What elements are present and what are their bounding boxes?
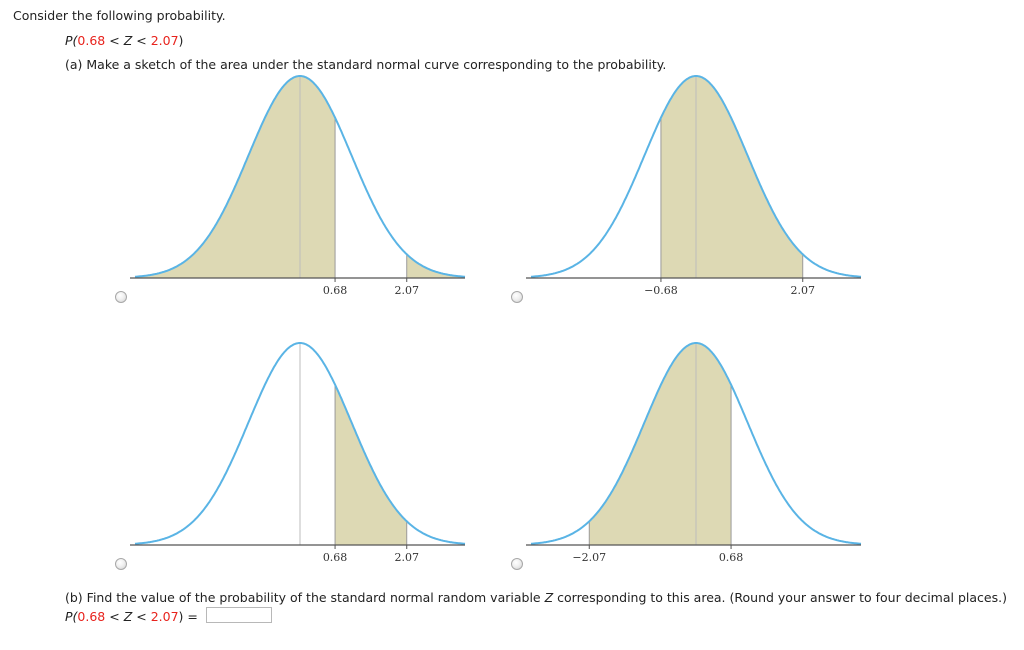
shaded-area (135, 76, 336, 278)
part-b-prefix: (b) Find the value of the probability of… (65, 590, 545, 605)
part-a-prompt: (a) Make a sketch of the area under the … (65, 57, 667, 72)
option-4-graph: −2.07 0.68 (526, 342, 862, 564)
option-1-graph: 0.68 2.07 (130, 75, 466, 297)
shaded-area (589, 343, 732, 545)
normal-curve (530, 342, 862, 545)
prob-upper: 2.07 (150, 33, 179, 48)
option-2-graph: −0.68 2.07 (526, 75, 862, 297)
answer-upper: 2.07 (150, 609, 179, 624)
answer-row: P(0.68 < Z < 2.07) = (65, 609, 198, 624)
answer-lt1: < (105, 609, 124, 624)
tick-label: −2.07 (572, 551, 606, 564)
probability-expression: P(0.68 < Z < 2.07) (65, 33, 183, 48)
shaded-area (660, 76, 803, 278)
prob-mid1: < (105, 33, 124, 48)
option-4-radio[interactable] (511, 558, 523, 570)
prob-var: Z (123, 33, 133, 48)
answer-var: Z (123, 609, 133, 624)
shaded-area (335, 384, 407, 545)
prob-suffix: ) (178, 33, 184, 48)
tick-label: 2.07 (394, 551, 419, 564)
tick-label: −0.68 (644, 284, 678, 297)
shaded-area (406, 254, 465, 278)
tick-label: 2.07 (394, 284, 419, 297)
option-3-graph: 0.68 2.07 (130, 342, 466, 564)
prob-mid2: < (132, 33, 151, 48)
answer-input[interactable] (206, 607, 272, 623)
part-b-var: Z (544, 590, 554, 605)
option-1-radio[interactable] (115, 291, 127, 303)
tick-label: 0.68 (323, 284, 348, 297)
answer-suffix: ) = (178, 609, 198, 624)
option-2-radio[interactable] (511, 291, 523, 303)
option-3-radio[interactable] (115, 558, 127, 570)
question-intro: Consider the following probability. (13, 8, 226, 23)
answer-prefix: P( (65, 609, 78, 624)
prob-lower: 0.68 (77, 33, 106, 48)
answer-lt2: < (132, 609, 151, 624)
tick-label: 2.07 (790, 284, 815, 297)
normal-curve (134, 342, 466, 545)
part-b-prompt: (b) Find the value of the probability of… (65, 590, 1007, 605)
normal-curve (530, 75, 862, 278)
prob-prefix: P( (65, 33, 78, 48)
tick-label: 0.68 (719, 551, 744, 564)
answer-lower: 0.68 (77, 609, 106, 624)
normal-curve (134, 75, 466, 278)
part-b-suffix: corresponding to this area. (Round your … (553, 590, 1007, 605)
tick-label: 0.68 (323, 551, 348, 564)
